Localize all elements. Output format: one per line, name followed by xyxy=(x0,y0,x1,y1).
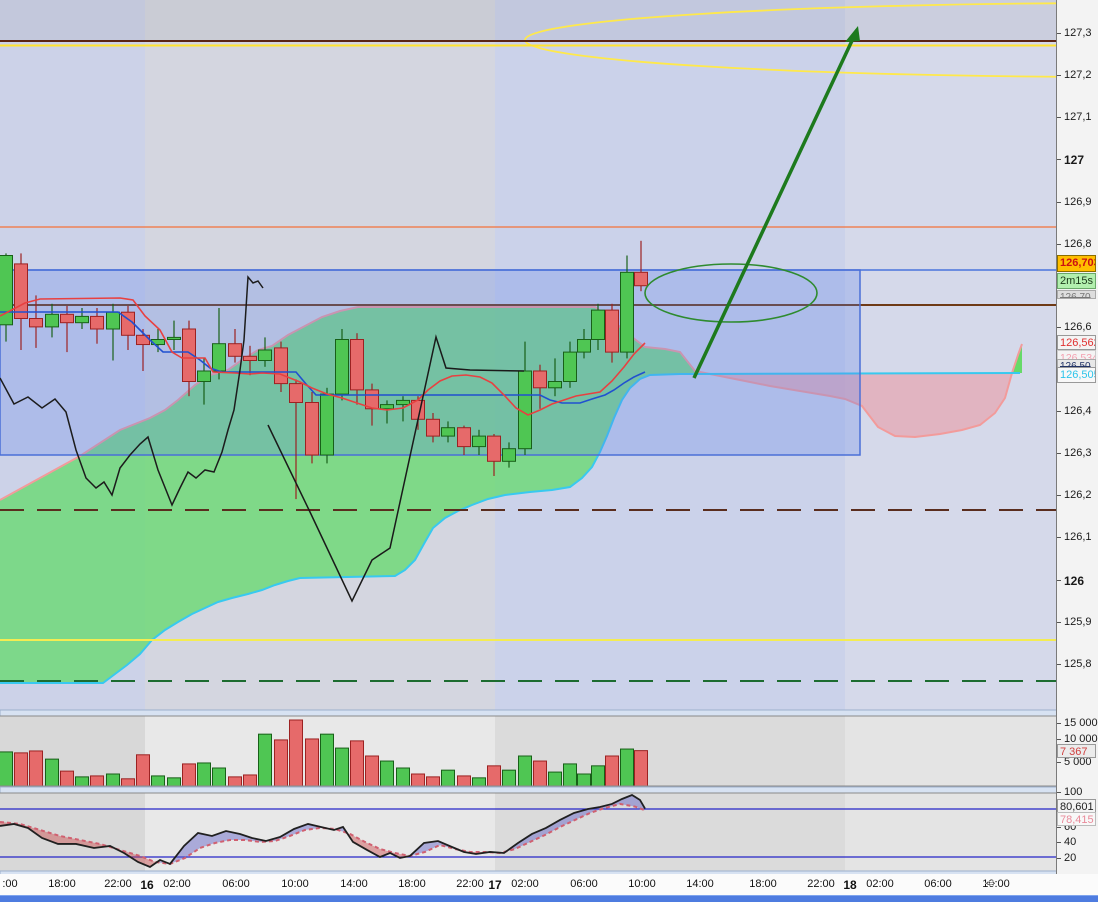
time-tick-label: 06:00 xyxy=(570,878,598,890)
time-tick-label: :00 xyxy=(2,878,18,890)
last-price-badge: 126,703 xyxy=(1057,255,1096,272)
axis-tick-label: 126,2 xyxy=(1064,489,1092,501)
axis-tick-label: 125,9 xyxy=(1064,616,1092,628)
time-tick-label: 10:00 xyxy=(982,878,1010,890)
horizontal-resize-cursor-icon: ⇔ xyxy=(983,874,998,891)
time-tick-label: 18:00 xyxy=(48,878,76,890)
senkou-b-value-badge: 126,505 xyxy=(1057,367,1096,383)
axis-tick-label: 20 xyxy=(1064,852,1077,864)
axis-tick-label: 15 000 xyxy=(1064,717,1098,729)
axis-tick-label: 126,4 xyxy=(1064,405,1092,417)
stoch-k-value-badge: 80,601 xyxy=(1057,799,1096,813)
axis-tick-label: 127,2 xyxy=(1064,69,1092,81)
hidden-price-label: 126,70 xyxy=(1057,290,1096,299)
axis-tick-label: 126,1 xyxy=(1064,531,1092,543)
time-tick-label: 22:00 xyxy=(807,878,835,890)
axis-tick-label: 126,3 xyxy=(1064,447,1092,459)
axis-tick-label: 127,3 xyxy=(1064,27,1092,39)
axis-tick-label: 100 xyxy=(1064,786,1083,798)
stoch-d-value-badge: 78,415 xyxy=(1057,812,1096,826)
axis-tick-label: 127 xyxy=(1064,153,1085,167)
time-tick-label: 02:00 xyxy=(866,878,894,890)
time-tick-label: 22:00 xyxy=(456,878,484,890)
time-tick-label: 10:00 xyxy=(281,878,309,890)
axis-tick-label: 126,6 xyxy=(1064,321,1092,333)
time-axis[interactable]: :00 18:00 22:00 16 02:00 06:00 10:00 14:00 18:00… xyxy=(0,874,1098,895)
time-tick-label: 06:00 xyxy=(222,878,250,890)
candle-countdown-badge: 2m15s xyxy=(1057,273,1096,289)
time-tick-label: 18 xyxy=(843,878,857,892)
time-tick-label: 10:00 xyxy=(628,878,656,890)
axis-tick-label: 125,8 xyxy=(1064,658,1092,670)
time-tick-label: 18:00 xyxy=(749,878,777,890)
axis-tick-label: 126,8 xyxy=(1064,238,1092,250)
time-tick-label: 14:00 xyxy=(340,878,368,890)
volume-value-badge: 7 367 xyxy=(1057,744,1096,758)
time-tick-label: 22:00 xyxy=(104,878,132,890)
price-axis[interactable]: 127,3 127,2 127,1 127 126,9 126,8 126,6 126,4 12… xyxy=(1056,0,1098,874)
axis-tick-label: 5 000 xyxy=(1064,756,1092,768)
time-tick-label: 16 xyxy=(140,878,154,892)
time-tick-label: 17 xyxy=(488,878,502,892)
time-tick-label: 06:00 xyxy=(924,878,952,890)
axis-tick-label: 10 000 xyxy=(1064,733,1098,745)
window-bottom-edge xyxy=(0,895,1098,902)
time-tick-label: 14:00 xyxy=(686,878,714,890)
axis-tick-label: 127,1 xyxy=(1064,111,1092,123)
time-tick-label: 02:00 xyxy=(511,878,539,890)
axis-tick-label: 40 xyxy=(1064,836,1077,848)
time-tick-label: 18:00 xyxy=(398,878,426,890)
axis-tick-label: 126,9 xyxy=(1064,196,1092,208)
axis-tick-label: 126 xyxy=(1064,574,1085,588)
time-tick-label: 02:00 xyxy=(163,878,191,890)
tenkan-value-badge: 126,562 xyxy=(1057,335,1096,350)
